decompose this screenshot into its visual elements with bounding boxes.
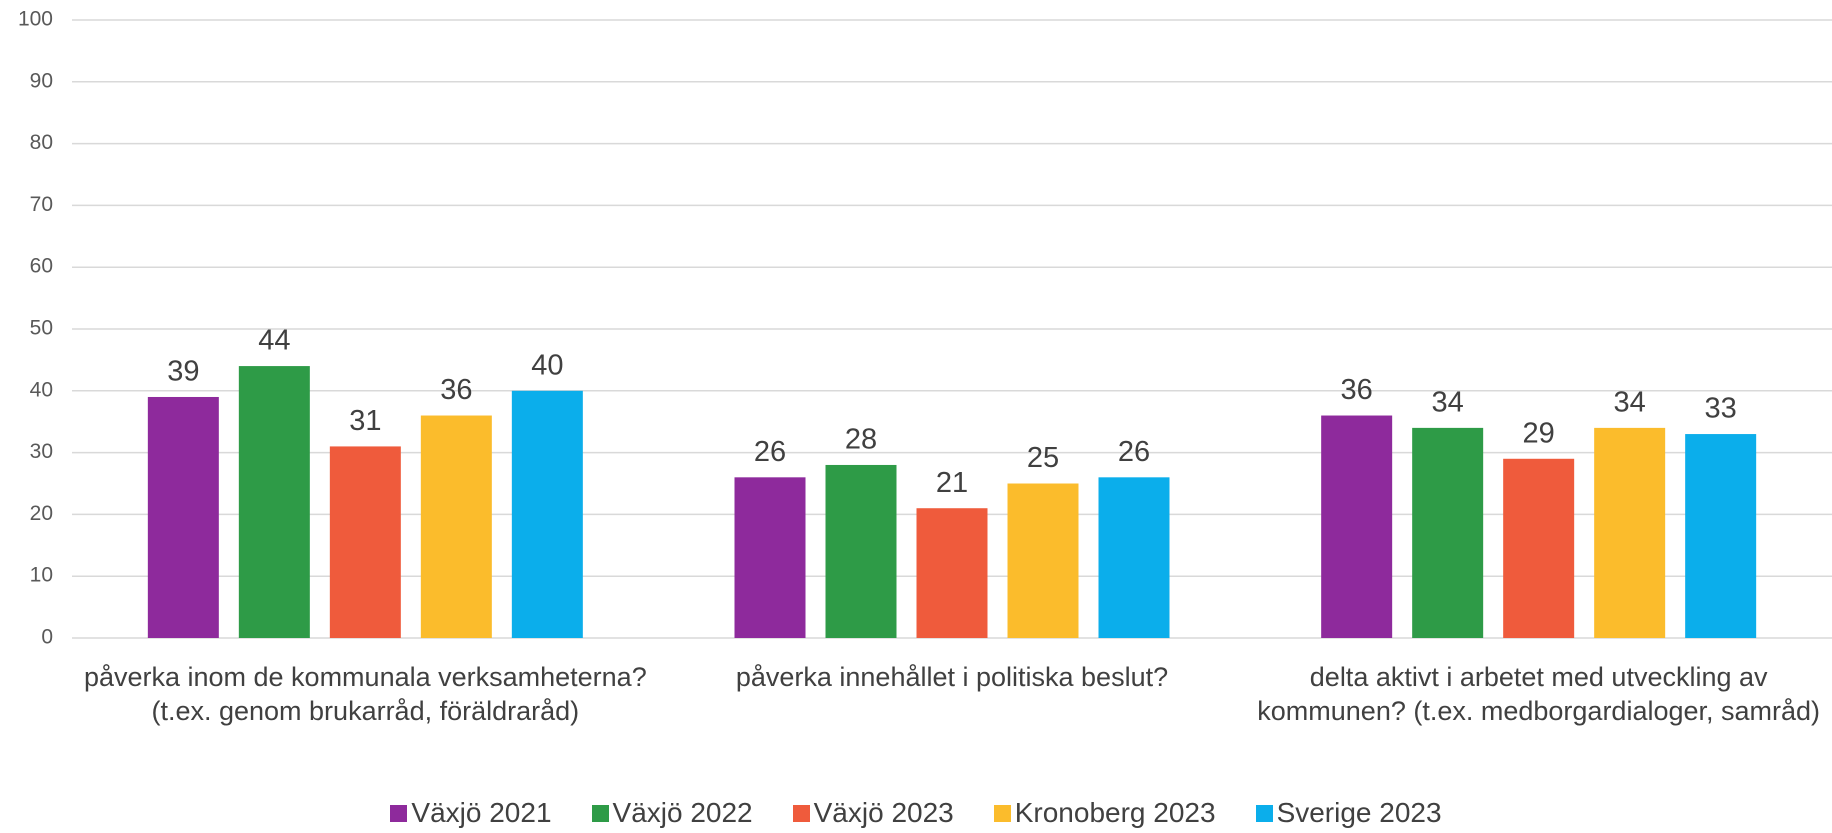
data-label: 26 [1118, 436, 1150, 468]
legend-label: Växjö 2023 [813, 797, 954, 828]
legend-swatch [1255, 804, 1273, 822]
bar [1503, 458, 1575, 638]
data-label: 26 [754, 436, 786, 468]
bar [329, 446, 401, 638]
y-tick-label: 90 [30, 69, 53, 92]
y-tick-label: 0 [41, 626, 53, 649]
y-tick-label: 20 [30, 502, 53, 525]
legend-label: Sverige 2023 [1276, 797, 1442, 828]
x-tick-label: påverka innehållet i politiska beslut? [735, 662, 1169, 692]
y-tick-label: 40 [30, 378, 53, 401]
bar [1412, 427, 1484, 638]
legend-item: Kronoberg 2023 [993, 797, 1216, 829]
data-label: 21 [936, 467, 968, 499]
x-tick-label: påverka inom de kommunala verksamheterna… [83, 662, 647, 726]
legend-swatch [792, 804, 810, 822]
legend-swatch [591, 804, 609, 822]
bar [1007, 483, 1079, 638]
bar [420, 415, 492, 638]
bar [147, 396, 219, 638]
bar [511, 390, 583, 638]
y-tick-label: 10 [30, 564, 53, 587]
legend-swatch [390, 804, 408, 822]
data-label: 44 [258, 325, 290, 357]
legend-item: Sverige 2023 [1255, 797, 1442, 829]
y-tick-label: 70 [30, 193, 53, 216]
bar [825, 464, 897, 638]
y-tick-label: 80 [30, 131, 53, 154]
bar [1321, 415, 1393, 638]
legend: Växjö 2021 Växjö 2022 Växjö 2023 Kronoberg … [0, 797, 1832, 829]
y-tick-label: 100 [18, 8, 53, 31]
legend-item: Växjö 2021 [390, 797, 552, 829]
legend-label: Växjö 2021 [411, 797, 552, 828]
y-tick-label: 30 [30, 440, 53, 463]
data-label: 29 [1523, 417, 1555, 449]
legend-label: Växjö 2022 [612, 797, 753, 828]
bar [916, 508, 988, 638]
bar [238, 366, 310, 638]
data-label: 33 [1705, 393, 1737, 425]
data-label: 34 [1432, 387, 1464, 419]
x-tick-label: delta aktivt i arbetet med utveckling av… [1257, 662, 1821, 726]
y-tick-label: 60 [30, 255, 53, 278]
legend-label: Kronoberg 2023 [1014, 797, 1216, 828]
bar [1685, 434, 1757, 638]
data-label: 39 [167, 356, 199, 388]
data-label: 28 [845, 424, 877, 456]
data-label: 31 [349, 405, 381, 437]
legend-item: Växjö 2023 [792, 797, 954, 829]
data-label: 36 [1341, 374, 1373, 406]
bar [1594, 427, 1666, 638]
data-label: 36 [440, 374, 472, 406]
data-label: 34 [1614, 387, 1646, 419]
bar [734, 477, 806, 638]
legend-swatch [993, 804, 1011, 822]
legend-item: Växjö 2022 [591, 797, 753, 829]
y-tick-label: 50 [30, 317, 53, 340]
data-label: 25 [1027, 442, 1059, 474]
bar [1098, 477, 1170, 638]
data-label: 40 [531, 349, 563, 381]
